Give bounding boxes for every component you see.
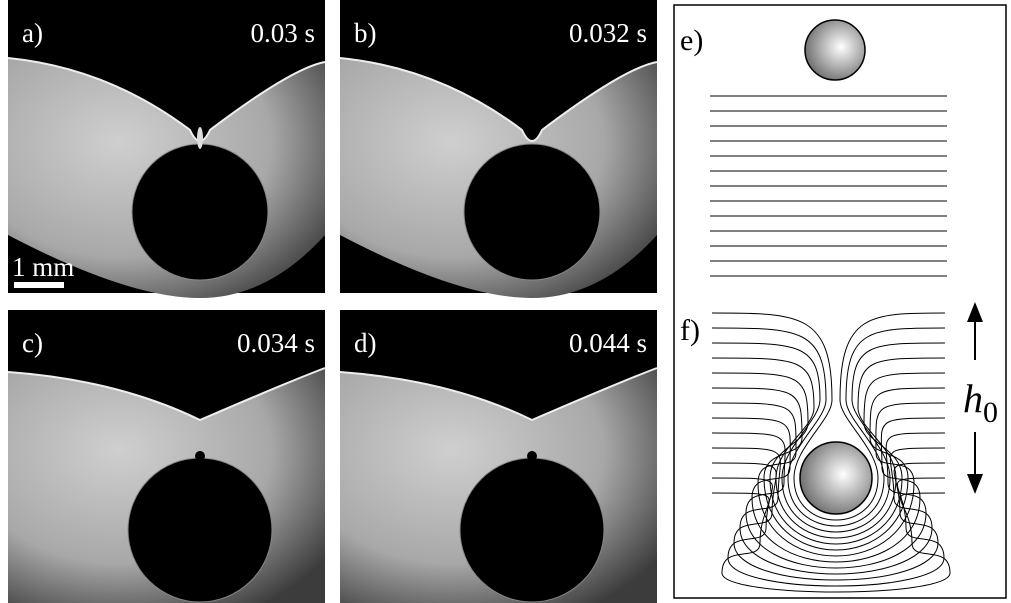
sphere — [132, 144, 268, 280]
bubble — [527, 451, 537, 461]
time-label: 0.032 s — [569, 18, 647, 48]
sphere — [460, 458, 604, 602]
photo-panel: a) 0.03 s 1 mm — [8, 0, 325, 298]
sphere — [800, 442, 872, 514]
sphere — [805, 20, 865, 80]
height-symbol-main: h — [963, 376, 983, 421]
scale-label: 1 mm — [12, 252, 74, 282]
photo-panel: c) 0.034 s — [8, 310, 325, 603]
panel-label: d) — [354, 328, 377, 358]
height-subscript: 0 — [983, 396, 998, 429]
sphere — [128, 458, 272, 602]
time-label: 0.03 s — [250, 18, 315, 48]
scale-bar — [14, 282, 64, 288]
panel-label: b) — [354, 18, 377, 48]
air-gap — [197, 127, 203, 149]
sphere — [464, 144, 600, 280]
panel-label: e) — [680, 24, 703, 57]
bubble — [195, 451, 205, 461]
photo-panel: d) 0.044 s — [340, 310, 657, 603]
panel-label: f) — [680, 314, 700, 347]
time-label: 0.044 s — [569, 328, 647, 358]
photo-panels: a) 0.03 s 1 mm b) 0.032 s c) 0.034 s d) 0.044 s — [8, 0, 657, 603]
time-label: 0.034 s — [237, 328, 315, 358]
panel-label: c) — [22, 328, 43, 358]
figure: a)0.03 s1 mmb)0.032 sc)0.034 sd)0.044 s … — [0, 0, 1011, 603]
photo-panel: b) 0.032 s — [340, 0, 657, 298]
panel-label: a) — [22, 18, 43, 48]
